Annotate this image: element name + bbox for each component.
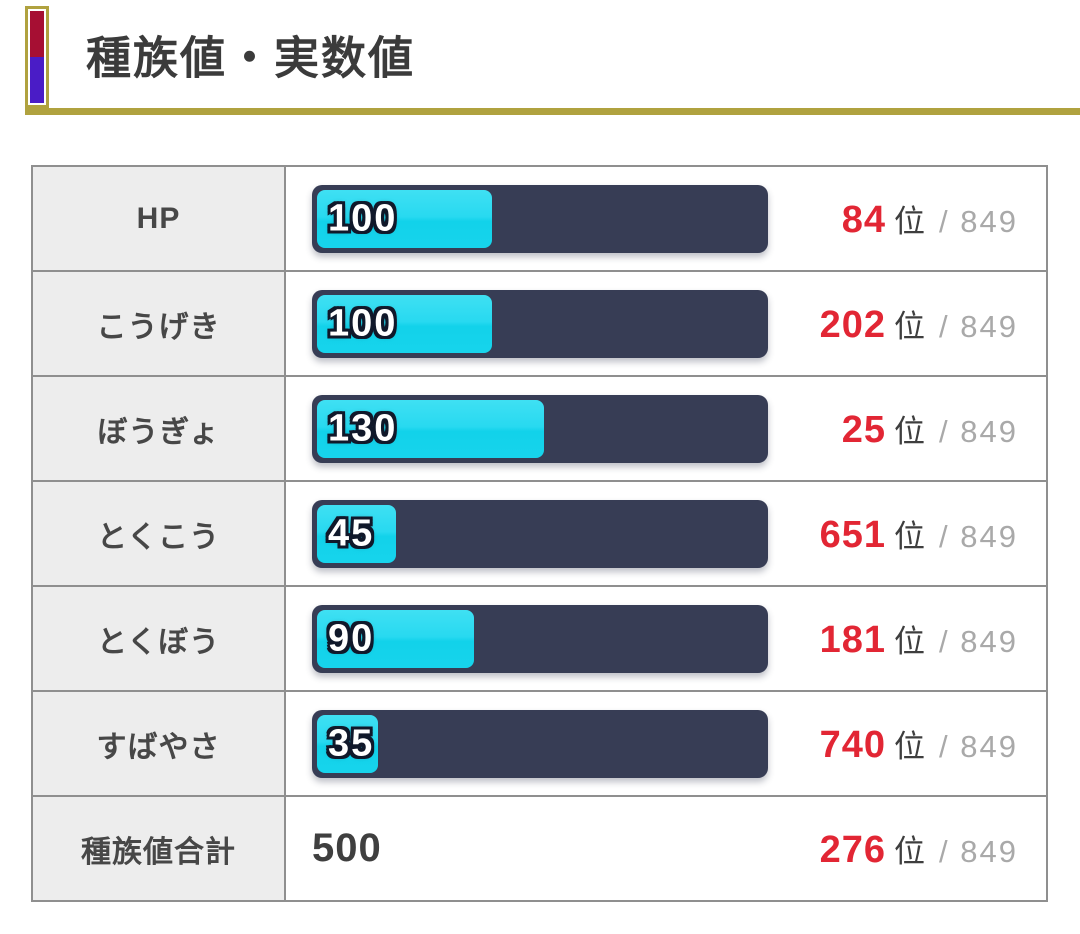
rank-number: 181 [819,618,887,661]
stat-rank: 202 位 / 849 [820,301,1018,347]
stat-bar-fill [317,714,379,773]
stat-row: 種族値合計 500 276 位 / 849 [33,797,1046,900]
stat-bar-value: 100 [328,302,398,344]
stat-row: すばやさ 35 740 位 / 849 [33,692,1046,797]
rank-number: 25 [841,408,887,451]
stat-bar-fill [317,189,492,248]
rank-denominator: / 849 [939,203,1018,239]
header-accent-marker-icon [25,6,49,108]
rank-denominator: / 849 [939,518,1018,554]
stat-label: HP [33,167,286,270]
marker-purple-segment [30,57,44,103]
stat-rank: 276 位 / 849 [820,826,1018,872]
header-divider [25,108,1080,115]
rank-denominator: / 849 [939,728,1018,764]
stat-bar-value: 100 [328,197,398,239]
section-header: 種族値・実数値 [0,0,1080,115]
rank-number: 276 [819,828,887,871]
rank-denominator: / 849 [939,308,1018,344]
stat-bar-fill [317,504,396,563]
stat-bar-value: 45 [328,512,375,554]
stat-rank: 181 位 / 849 [820,616,1018,662]
stat-value-cell: 100 84 位 / 849 [286,167,1046,270]
stat-rank: 25 位 / 849 [842,406,1018,452]
rank-unit-label: 位 [894,413,926,449]
rank-unit-label: 位 [894,623,926,659]
stat-label: とくぼう [33,587,286,690]
stat-value-cell: 100 202 位 / 849 [286,272,1046,375]
stat-row: とくぼう 90 181 位 / 849 [33,587,1046,692]
stat-bar-value: 35 [328,722,375,764]
stat-row: こうげき 100 202 位 / 849 [33,272,1046,377]
rank-number: 740 [819,723,887,766]
stat-bar-track: 130 [312,394,768,463]
rank-denominator: / 849 [939,623,1018,659]
rank-unit-label: 位 [894,518,926,554]
stat-bar-track: 45 [312,499,768,568]
stat-rank: 84 位 / 849 [842,196,1018,242]
rank-unit-label: 位 [894,203,926,239]
stat-bar-fill [317,609,475,668]
stat-bar-value: 90 [328,617,375,659]
stat-value-cell: 500 276 位 / 849 [286,797,1046,900]
stat-value-cell: 45 651 位 / 849 [286,482,1046,585]
stat-label: こうげき [33,272,286,375]
stat-bar-track: 100 [312,184,768,253]
stat-label: 種族値合計 [33,797,286,900]
stat-rank: 651 位 / 849 [820,511,1018,557]
stat-label: とくこう [33,482,286,585]
stats-table: HP 100 84 位 / 849 こうげき 100 [31,165,1048,902]
rank-denominator: / 849 [939,833,1018,869]
rank-unit-label: 位 [894,728,926,764]
rank-number: 651 [819,513,887,556]
stat-rank: 740 位 / 849 [820,721,1018,767]
stat-bar-track: 90 [312,604,768,673]
stat-value-cell: 35 740 位 / 849 [286,692,1046,795]
rank-denominator: / 849 [939,413,1018,449]
stat-bar-track: 35 [312,709,768,778]
section-title: 種族値・実数値 [86,32,416,84]
stat-row: ぼうぎょ 130 25 位 / 849 [33,377,1046,482]
stat-row: HP 100 84 位 / 849 [33,167,1046,272]
rank-number: 202 [819,303,887,346]
rank-unit-label: 位 [894,308,926,344]
stat-bar-fill [317,294,492,353]
stat-value-cell: 90 181 位 / 849 [286,587,1046,690]
rank-unit-label: 位 [894,833,926,869]
stat-label: ぼうぎょ [33,377,286,480]
marker-red-segment [30,11,44,57]
stat-label: すばやさ [33,692,286,795]
rank-number: 84 [841,198,887,241]
stat-bar-value: 130 [328,407,398,449]
stat-row: とくこう 45 651 位 / 849 [33,482,1046,587]
stat-bar-track: 100 [312,289,768,358]
stat-value-cell: 130 25 位 / 849 [286,377,1046,480]
stat-total-value: 500 [312,826,382,870]
stat-bar-fill [317,399,545,458]
